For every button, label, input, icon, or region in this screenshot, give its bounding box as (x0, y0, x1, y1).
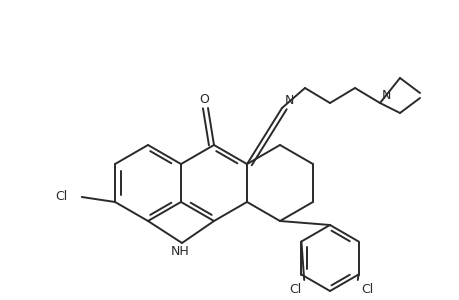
Text: N: N (284, 94, 293, 106)
Text: NH: NH (170, 245, 189, 258)
Text: Cl: Cl (56, 190, 68, 203)
Text: O: O (199, 93, 209, 106)
Text: Cl: Cl (288, 283, 301, 296)
Text: N: N (381, 89, 390, 102)
Text: Cl: Cl (360, 283, 372, 296)
